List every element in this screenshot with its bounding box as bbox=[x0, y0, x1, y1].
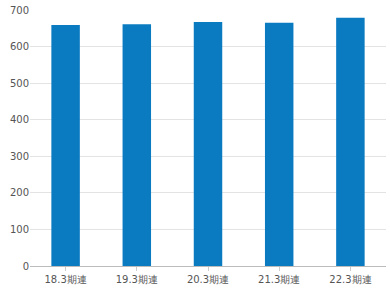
svg-text:400: 400 bbox=[10, 114, 29, 125]
svg-text:18.3期連: 18.3期連 bbox=[44, 274, 86, 285]
svg-text:500: 500 bbox=[10, 78, 29, 89]
svg-text:300: 300 bbox=[10, 151, 29, 162]
svg-text:19.3期連: 19.3期連 bbox=[116, 274, 158, 285]
svg-text:21.3期連: 21.3期連 bbox=[258, 274, 300, 285]
svg-text:600: 600 bbox=[10, 41, 29, 52]
svg-text:20.3期連: 20.3期連 bbox=[187, 274, 229, 285]
svg-text:0: 0 bbox=[23, 261, 29, 272]
svg-text:22.3期連: 22.3期連 bbox=[329, 274, 371, 285]
svg-text:700: 700 bbox=[10, 5, 29, 16]
svg-text:200: 200 bbox=[10, 187, 29, 198]
svg-text:100: 100 bbox=[10, 224, 29, 235]
